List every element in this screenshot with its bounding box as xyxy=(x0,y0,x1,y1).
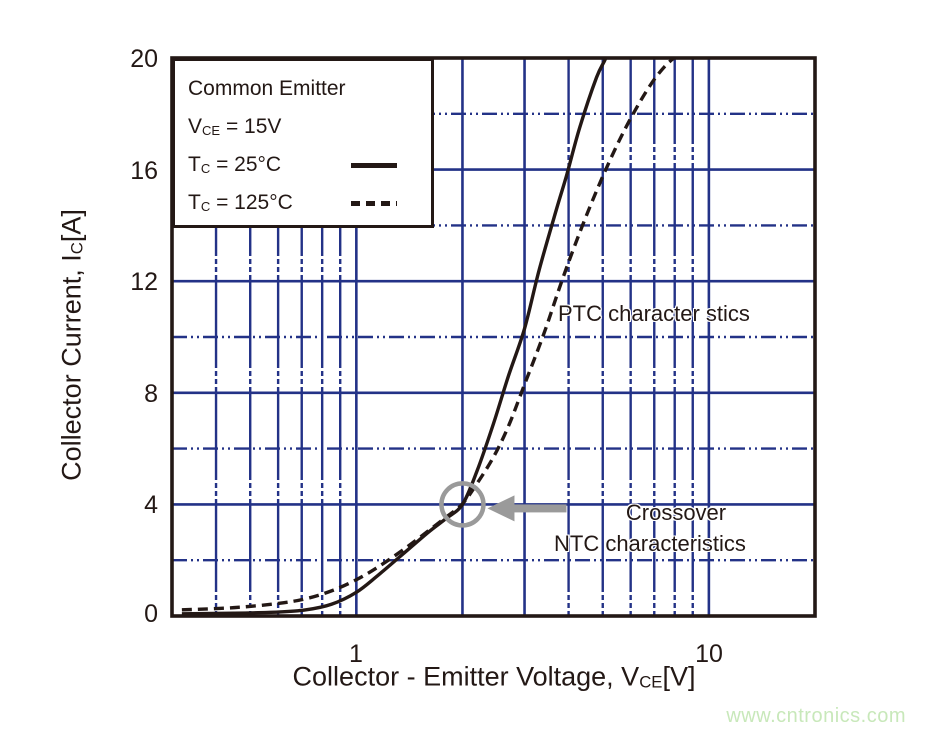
legend-title: Common Emitter xyxy=(188,77,346,100)
y-tick-20: 20 xyxy=(130,45,158,73)
legend-t25-symbol: T xyxy=(188,153,201,176)
legend-box: Common Emitter VCE = 15V TC = 25°C TC = … xyxy=(172,58,434,228)
x-axis-title-text: Collector - Emitter Voltage, V xyxy=(292,661,640,692)
legend-vce-sub: CE xyxy=(202,122,221,138)
crossover-annotation-line1: Crossover xyxy=(625,500,727,525)
crossover-arrow-shaft xyxy=(512,504,567,513)
curves-layer xyxy=(181,58,677,616)
legend-vce: VCE = 15V xyxy=(188,114,281,142)
crossover-annotation-line2: NTC characteristics xyxy=(554,531,746,556)
curve-tc-125 xyxy=(181,58,677,612)
legend-vce-symbol: V xyxy=(188,115,203,138)
legend-t25-value: = 25°C xyxy=(210,153,282,176)
crossover-circle xyxy=(439,481,486,528)
y-tick-16: 16 xyxy=(130,157,158,185)
legend-vce-value: = 15V xyxy=(220,115,282,138)
grid-layer xyxy=(172,58,815,616)
x-axis-title-unit: [V] xyxy=(662,661,696,692)
y-tick-4: 4 xyxy=(144,491,158,519)
legend-dashed-line-sample xyxy=(351,201,397,206)
y-tick-8: 8 xyxy=(144,380,158,408)
y-axis-title: Collector Current, IC[A] xyxy=(57,209,88,481)
curve-tc-25 xyxy=(181,58,608,616)
legend-t125-sub: C xyxy=(200,198,211,214)
legend-t125-symbol: T xyxy=(188,191,201,214)
y-tick-12: 12 xyxy=(130,268,158,296)
y-tick-0: 0 xyxy=(144,600,158,628)
watermark: www.cntronics.com xyxy=(726,705,906,727)
x-tick-10: 10 xyxy=(695,640,723,668)
x-tick-1: 1 xyxy=(349,640,363,668)
ptc-annotation: PTC character stics xyxy=(558,301,750,326)
legend-t125-value: = 125°C xyxy=(210,191,293,214)
y-axis-title-sub: C xyxy=(67,242,87,255)
legend-t25-sub: C xyxy=(200,160,211,176)
legend-t125: TC = 125°C xyxy=(188,190,293,218)
plot-frame xyxy=(170,56,817,618)
crossover-arrow-head xyxy=(487,495,515,522)
x-axis-title-sub: CE xyxy=(639,672,663,692)
legend-solid-line-sample xyxy=(351,163,397,168)
legend-t25: TC = 25°C xyxy=(188,152,281,180)
y-axis-title-unit: [A] xyxy=(56,209,87,243)
x-axis-title: Collector - Emitter Voltage, VCE[V] xyxy=(293,662,696,693)
y-axis-title-text: Collector Current, I xyxy=(56,254,87,481)
